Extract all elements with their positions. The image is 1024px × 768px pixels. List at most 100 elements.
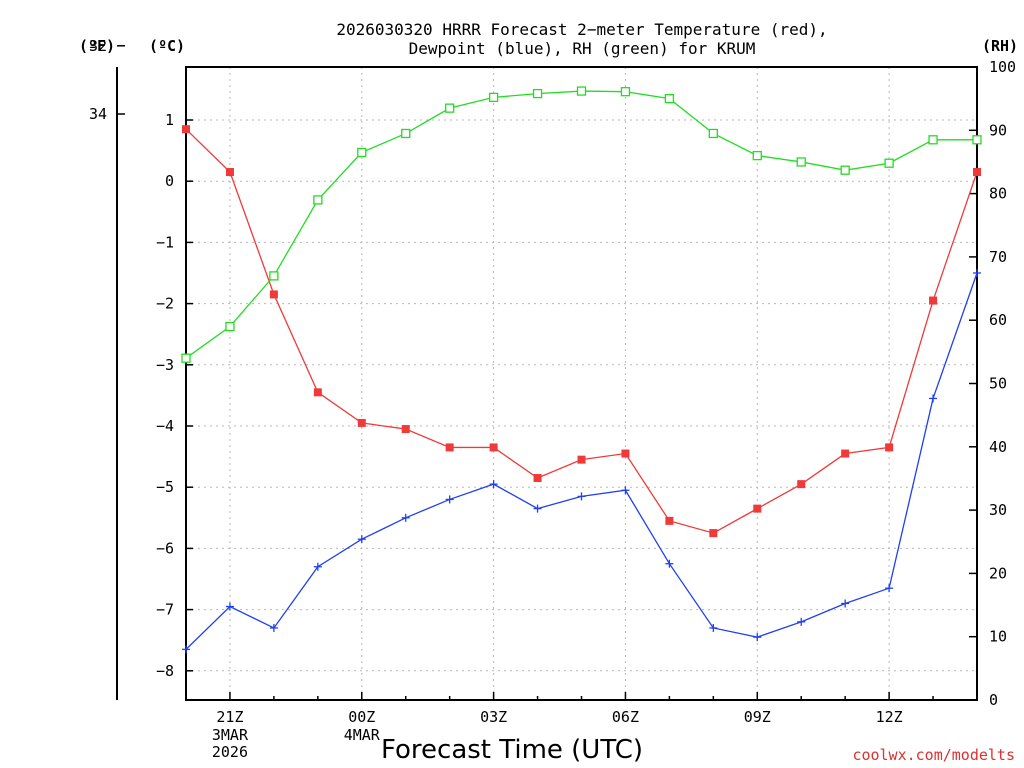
- celsius-tick-label: −2: [156, 295, 174, 313]
- temperature-point: [885, 443, 894, 452]
- rh-point: [972, 135, 982, 145]
- rh-tick-label: 90: [989, 121, 1007, 139]
- chart-title-line-1: 2026030320 HRRR Forecast 2−meter Tempera…: [336, 20, 827, 39]
- grid-layer: [186, 67, 977, 700]
- rh-point: [620, 87, 631, 97]
- celsius-tick-label: −1: [156, 233, 174, 251]
- rh-point: [313, 195, 323, 205]
- dewpoint-point: [357, 535, 366, 544]
- temperature-point: [973, 168, 981, 177]
- rh-point: [708, 128, 718, 139]
- temperature-point: [665, 516, 674, 525]
- fahrenheit-tick-label: 32: [89, 37, 107, 55]
- rh-point: [840, 165, 850, 175]
- dewpoint-point: [269, 623, 278, 632]
- fahrenheit-axis-label: (ºF): [79, 37, 115, 55]
- dewpoint-point: [445, 495, 454, 504]
- rh-tick-label: 0: [989, 691, 998, 709]
- temperature-point: [709, 529, 718, 538]
- x-date-label: 4MAR: [344, 726, 381, 744]
- temperature-point: [445, 443, 454, 452]
- celsius-tick-label: −7: [156, 601, 174, 619]
- rh-point: [928, 135, 938, 145]
- fahrenheit-tick-label: 34: [89, 105, 107, 123]
- dewpoint-point: [621, 486, 630, 495]
- x-tick-label: 00Z: [348, 708, 375, 726]
- temperature-point: [357, 418, 366, 427]
- temperature-point: [269, 290, 278, 299]
- dewpoint-point: [929, 394, 938, 403]
- dewpoint-point: [709, 623, 718, 632]
- rh-point: [181, 353, 191, 363]
- dewpoint-point: [885, 584, 894, 593]
- rh-axis-label: (RH): [982, 37, 1018, 55]
- rh-point: [796, 157, 806, 167]
- rh-point: [884, 158, 894, 168]
- axes-layer: 34323028262422201810−1−2−3−4−5−6−7−81009…: [89, 37, 1016, 761]
- dewpoint-point: [577, 492, 586, 501]
- temperature-point: [621, 449, 630, 458]
- dewpoint-point: [489, 480, 498, 489]
- temperature-point: [533, 474, 542, 483]
- rh-tick-label: 100: [989, 58, 1016, 76]
- rh-point: [532, 88, 543, 99]
- rh-point: [445, 103, 455, 113]
- celsius-tick-label: −5: [156, 478, 174, 496]
- series-layer: [181, 86, 982, 654]
- credit-link[interactable]: coolwx.com/modelts: [852, 746, 1015, 764]
- temperature-point: [797, 480, 806, 489]
- celsius-tick-label: −4: [156, 417, 174, 435]
- x-date-label: 3MAR: [212, 726, 249, 744]
- x-tick-label: 03Z: [480, 708, 507, 726]
- x-axis-title: Forecast Time (UTC): [381, 735, 643, 765]
- dewpoint-point: [401, 513, 410, 522]
- temperature-point: [313, 388, 322, 397]
- temperature-point: [753, 504, 762, 513]
- rh-tick-label: 10: [989, 628, 1007, 646]
- celsius-tick-label: −6: [156, 539, 174, 557]
- dewpoint-point: [533, 504, 542, 513]
- dewpoint-point: [841, 599, 850, 608]
- rh-tick-label: 80: [989, 185, 1007, 203]
- dewpoint-point: [665, 559, 674, 568]
- rh-tick-label: 40: [989, 438, 1007, 456]
- rh-point: [401, 128, 411, 139]
- dewpoint-point: [753, 633, 762, 642]
- rh-point: [752, 150, 762, 161]
- x-tick-label: 21Z: [216, 708, 243, 726]
- temperature-point: [929, 296, 938, 305]
- dewpoint-point: [225, 602, 234, 611]
- dewpoint-point: [797, 617, 806, 626]
- rh-tick-label: 70: [989, 248, 1007, 266]
- dewpoint-point: [313, 562, 322, 571]
- rh-tick-label: 50: [989, 375, 1007, 393]
- x-tick-label: 09Z: [744, 708, 771, 726]
- rh-point: [357, 147, 367, 158]
- celsius-axis-label: (ºC): [149, 37, 185, 55]
- rh-point: [225, 321, 235, 332]
- celsius-tick-label: −3: [156, 356, 174, 374]
- dewpoint-point: [973, 269, 981, 277]
- rh-point: [576, 86, 587, 96]
- plot-frame: [185, 66, 978, 701]
- x-tick-label: 12Z: [876, 708, 903, 726]
- temperature-line: [185, 128, 978, 534]
- rh-line: [185, 90, 977, 359]
- rh-tick-label: 20: [989, 564, 1007, 582]
- temperature-point: [577, 455, 586, 464]
- chart-title-line-2: Dewpoint (blue), RH (green) for KRUM: [409, 39, 756, 58]
- dewpoint-point: [182, 645, 190, 654]
- rh-tick-label: 30: [989, 501, 1007, 519]
- temperature-point: [225, 168, 234, 177]
- celsius-tick-label: −8: [156, 662, 174, 680]
- x-tick-label: 06Z: [612, 708, 639, 726]
- temperature-point: [489, 443, 498, 452]
- celsius-tick-label: 0: [165, 172, 174, 190]
- temperature-point: [841, 449, 850, 458]
- rh-point: [488, 92, 499, 103]
- celsius-tick-label: 1: [165, 111, 174, 129]
- rh-tick-label: 60: [989, 311, 1007, 329]
- temperature-point: [182, 125, 190, 134]
